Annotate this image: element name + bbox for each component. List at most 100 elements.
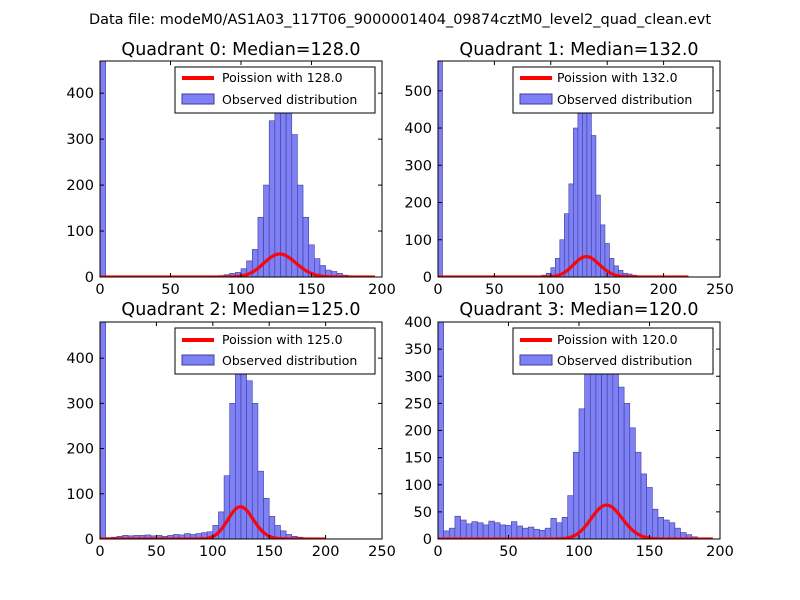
histogram-bar — [454, 515, 461, 539]
histogram-bar — [488, 520, 495, 539]
subplot-title: Quadrant 0: Median=128.0 — [121, 40, 360, 60]
y-tick-label: 0 — [423, 270, 432, 286]
histogram-bar — [460, 519, 467, 539]
histogram-bar — [668, 522, 676, 539]
histogram-bar — [573, 451, 580, 539]
subplot-2: Quadrant 2: Median=125.0 0 50 100 150 200 250… — [66, 300, 396, 560]
y-tick-label: 100 — [404, 478, 432, 494]
y-tick-label: 400 — [66, 351, 94, 367]
figure-suptitle: Data file: modeM0/AS1A03_117T06_90000014… — [89, 12, 711, 28]
plot-area: 0 50 100 150 200 0 100 200 300 400 — [66, 60, 396, 298]
histogram-bar — [280, 88, 287, 277]
legend-poisson-label: Poission with 125.0 — [222, 332, 343, 347]
y-tick-label: 400 — [404, 121, 432, 137]
histogram-bar — [544, 527, 552, 539]
x-tick-label: 200 — [312, 544, 340, 560]
histogram-bar — [448, 527, 456, 539]
histogram-bar — [550, 518, 557, 539]
histogram-bar — [652, 508, 659, 539]
histogram-bar — [516, 525, 523, 539]
histogram-bar — [573, 127, 579, 277]
y-tick-label: 150 — [404, 451, 432, 467]
x-tick-label: 0 — [95, 282, 104, 298]
axes-frame — [437, 60, 721, 278]
x-tick-label: 150 — [298, 282, 326, 298]
plot-area: 0 50 100 150 200 250 0 100 200 300 400 — [66, 321, 396, 560]
legend-observed-label: Observed distribution — [222, 92, 357, 107]
histogram-bar — [499, 524, 506, 539]
y-tick-label: 400 — [66, 86, 94, 102]
histogram-bar — [291, 134, 298, 277]
histogram-bar — [268, 120, 276, 277]
x-tick-label: 0 — [433, 282, 442, 298]
histogram-bar — [635, 451, 642, 539]
histogram-bar — [438, 61, 443, 277]
histogram-bar — [567, 495, 574, 539]
plot-area: 0 50 100 150 200 250 0 100 200 300 400 500 — [404, 60, 734, 298]
x-tick-label: 150 — [636, 544, 664, 560]
histogram-bar — [577, 101, 583, 277]
y-tick-label: 200 — [66, 442, 94, 458]
histogram-bar — [601, 365, 608, 539]
histogram-bar — [477, 522, 484, 539]
x-tick-label: 0 — [433, 544, 442, 560]
histogram-bar — [494, 522, 501, 539]
legend-observed-label: Observed distribution — [222, 353, 357, 368]
histogram-bar — [482, 524, 490, 539]
histogram-bar — [584, 359, 591, 539]
legend-box — [174, 66, 376, 114]
x-tick-label: 100 — [227, 282, 255, 298]
histogram-bar — [556, 522, 563, 539]
x-tick-label: 50 — [147, 544, 165, 560]
histogram-bar — [223, 475, 231, 539]
y-tick-label: 300 — [404, 369, 432, 385]
axes-frame — [99, 321, 383, 540]
histogram-bar — [629, 427, 636, 539]
legend: Poission with 125.0 Observed distributio… — [174, 327, 376, 375]
histogram-bar — [578, 408, 585, 539]
x-tick-label: 100 — [565, 544, 593, 560]
legend-poisson-label: Poission with 132.0 — [557, 70, 678, 85]
x-tick-label: 250 — [368, 544, 396, 560]
histogram-bar — [511, 521, 518, 539]
y-tick-label: 200 — [404, 424, 432, 440]
histogram-bar — [623, 403, 631, 539]
legend: Poission with 128.0 Observed distributio… — [174, 66, 376, 114]
legend: Poission with 132.0 Observed distributio… — [512, 66, 714, 114]
x-tick-label: 200 — [368, 282, 396, 298]
legend-observed-swatch — [181, 354, 215, 366]
histogram-bar — [674, 527, 681, 539]
histogram-bar — [663, 519, 670, 539]
y-tick-label: 50 — [414, 505, 432, 521]
legend-box — [512, 327, 714, 375]
y-tick-label: 350 — [404, 342, 432, 358]
histogram-bar — [522, 527, 529, 539]
histogram-bar — [640, 473, 647, 539]
histogram-bar — [527, 526, 535, 539]
y-tick-label: 0 — [85, 270, 94, 286]
y-tick-label: 250 — [404, 396, 432, 412]
x-tick-label: 50 — [499, 544, 517, 560]
x-tick-label: 100 — [199, 544, 227, 560]
histogram-bar — [657, 516, 664, 539]
x-tick-label: 200 — [650, 282, 678, 298]
legend-observed-swatch — [519, 93, 553, 105]
x-tick-label: 150 — [255, 544, 283, 560]
legend-observed-label: Observed distribution — [557, 353, 692, 368]
subplot-title: Quadrant 2: Median=125.0 — [121, 300, 360, 320]
histogram-bar — [100, 322, 106, 539]
histogram-bar — [564, 213, 570, 277]
subplot-1: Quadrant 1: Median=132.0 0 50 100 150 200 250… — [404, 40, 734, 298]
subplot-3: Quadrant 3: Median=120.0 0 50 100 150 200 0 50… — [404, 300, 734, 560]
y-tick-label: 100 — [404, 233, 432, 249]
y-tick-label: 500 — [404, 84, 432, 100]
histogram-bar — [561, 516, 569, 539]
histogram-bar — [646, 487, 653, 539]
legend-observed-swatch — [519, 354, 553, 366]
histogram-bar — [471, 521, 478, 539]
x-tick-label: 100 — [537, 282, 565, 298]
poisson-curve — [438, 254, 689, 277]
x-tick-label: 150 — [593, 282, 621, 298]
plot-area: 0 50 100 150 200 0 50 100 150 200 250 300 350 400 — [404, 315, 734, 560]
